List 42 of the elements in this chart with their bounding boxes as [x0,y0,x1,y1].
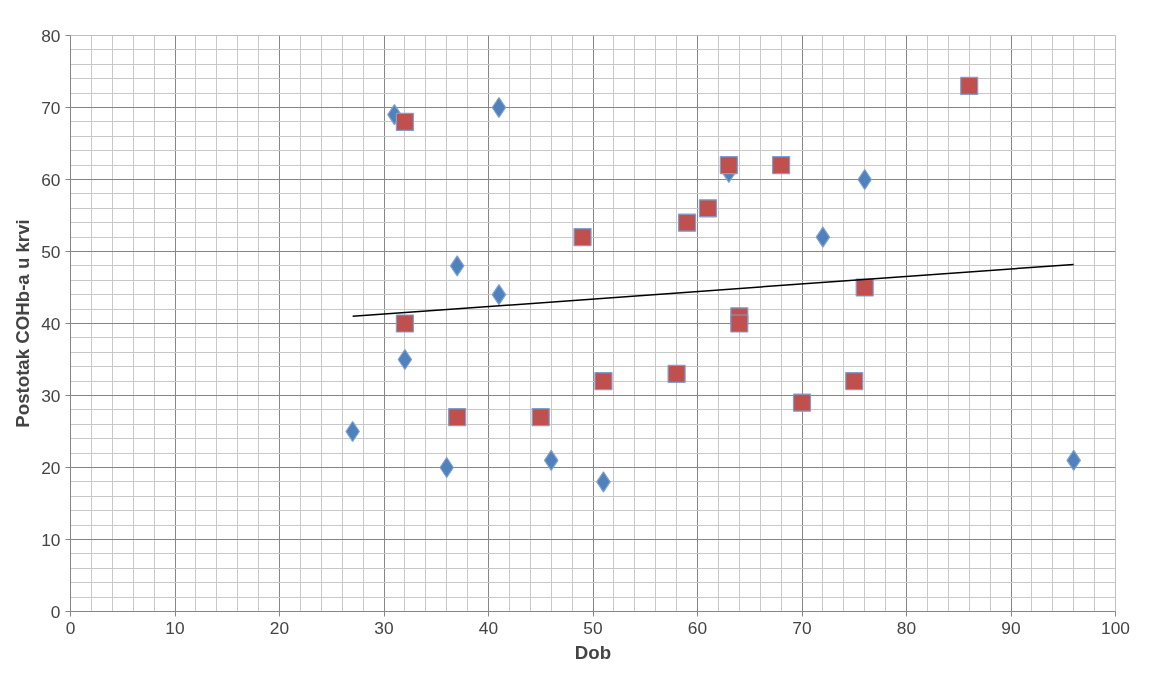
point [395,112,414,131]
y-tick-label: 10 [41,529,61,550]
y-tick-label: 40 [41,313,61,334]
point [395,314,414,333]
point [531,408,550,427]
point [719,156,738,175]
x-tick-label: 80 [896,617,917,638]
y-tick-label: 60 [41,169,61,190]
point [573,228,592,247]
x-tick-label: 0 [65,617,76,638]
y-tick-label: 30 [41,385,61,406]
point [730,314,749,333]
x-tick-label: 100 [1101,617,1130,638]
x-axis-title: Dob [574,641,612,663]
point [772,156,791,175]
point [448,408,467,427]
y-axis-title: Postotak COHb-a u krvi [12,219,34,428]
y-tick-label: 0 [50,601,61,622]
point [667,364,686,383]
point [855,278,874,297]
x-tick-label: 30 [374,617,394,638]
y-tick-label: 70 [41,97,61,118]
x-tick-label: 10 [165,617,185,638]
point [698,199,718,218]
x-tick-label: 20 [269,617,290,638]
point [677,213,697,232]
y-tick-label: 50 [41,241,61,262]
x-tick-label: 60 [687,617,708,638]
y-tick-label: 20 [41,457,61,478]
point [960,76,979,95]
point [792,393,812,412]
x-tick-label: 40 [478,617,499,638]
point [845,372,864,391]
point [594,372,613,391]
point [491,284,507,306]
x-tick-label: 90 [1001,617,1021,638]
x-tick-label: 50 [583,617,603,638]
x-tick-label: 70 [792,617,812,638]
y-tick-label: 80 [41,25,61,46]
point [815,226,831,248]
point [543,449,559,471]
point [449,255,465,277]
